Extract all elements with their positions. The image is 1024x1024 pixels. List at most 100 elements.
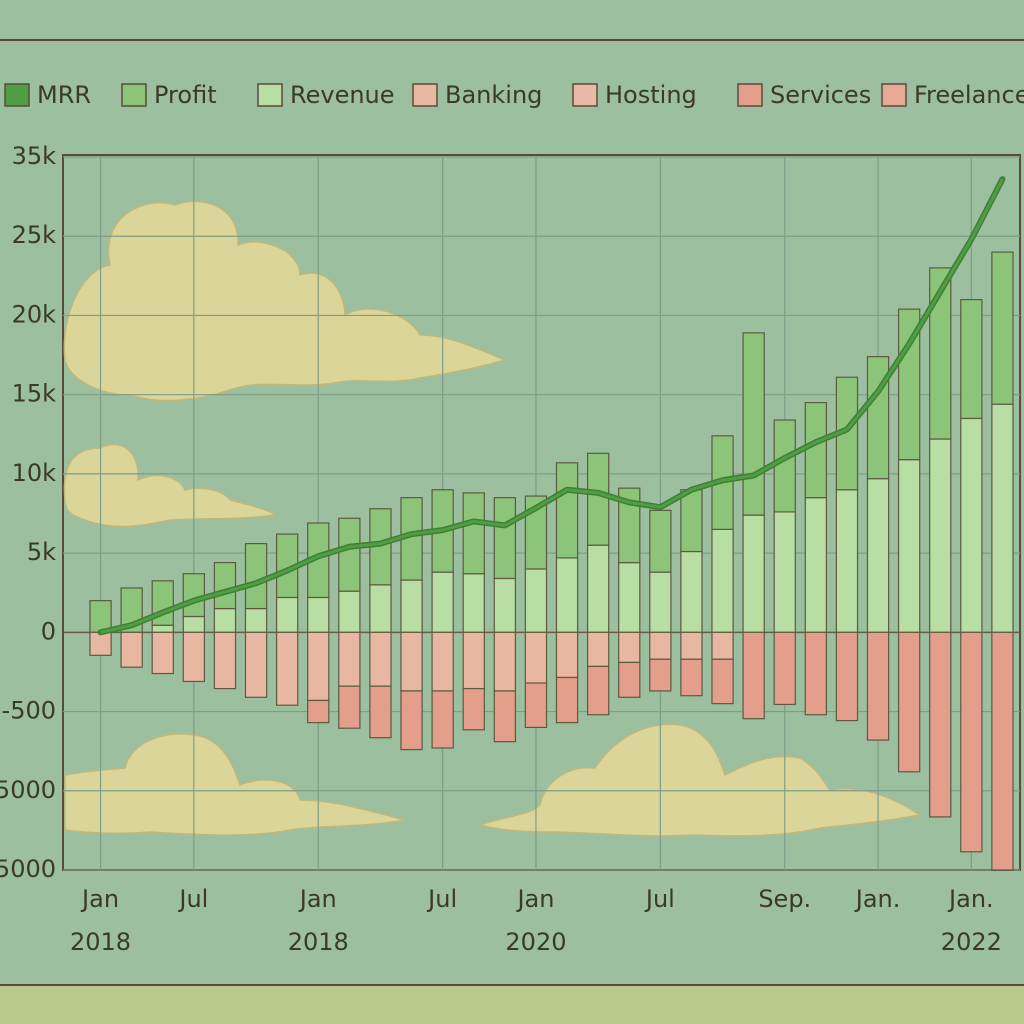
bar-segment xyxy=(649,571,672,633)
bar-segment xyxy=(338,517,361,592)
legend-swatch xyxy=(4,83,30,107)
bar-segment xyxy=(244,631,268,698)
legend-swatch xyxy=(737,83,763,107)
y-tick-label: 20k xyxy=(12,300,57,328)
bar-segment xyxy=(804,497,828,633)
bar-segment xyxy=(773,511,796,633)
bar-segment xyxy=(182,615,206,633)
legend-swatch xyxy=(881,83,907,107)
ground xyxy=(0,985,1024,1024)
bar-segment xyxy=(960,299,983,420)
bar-segment xyxy=(835,489,859,633)
bar-segment xyxy=(711,528,734,633)
bar-segment xyxy=(400,690,423,751)
bar-segment xyxy=(866,478,890,633)
bar-segment xyxy=(244,543,268,610)
bar-segment xyxy=(991,251,1014,405)
bar-segment xyxy=(804,401,828,499)
cloud xyxy=(63,200,508,402)
x-tick-label: Jan xyxy=(298,885,337,913)
bar-segment xyxy=(960,417,983,633)
legend-label: Profit xyxy=(154,81,217,109)
y-tick-label: 5000 xyxy=(0,776,56,804)
bar-segment xyxy=(493,690,517,743)
y-tick-label: 5000 xyxy=(0,855,56,883)
legend-swatch xyxy=(572,83,598,107)
cloud xyxy=(63,443,277,528)
bar-segment xyxy=(618,631,641,664)
bar-segment xyxy=(462,687,485,731)
bar-segment xyxy=(649,658,672,692)
bar-segment xyxy=(897,459,921,633)
bar-segment xyxy=(555,462,579,559)
x-tick-label: Jul xyxy=(177,885,208,913)
bar-segment xyxy=(680,550,703,633)
bar-segment xyxy=(929,438,952,633)
bar-segment xyxy=(555,676,579,724)
bar-segment xyxy=(586,665,610,716)
bar-segment xyxy=(804,631,828,716)
legend-label: Revenue xyxy=(290,81,395,109)
bar-segment xyxy=(680,489,703,553)
bar-segment xyxy=(307,631,330,702)
bar-segment xyxy=(182,573,206,618)
bar-segment xyxy=(151,624,174,633)
bar-segment xyxy=(742,631,765,720)
x-tick-label: Jul xyxy=(426,885,457,913)
bar-segment xyxy=(711,658,734,705)
x-year-label: 2018 xyxy=(288,928,349,956)
legend-swatch xyxy=(412,83,438,107)
bar-segment xyxy=(369,584,392,633)
bar-segment xyxy=(555,631,579,679)
bar-segment xyxy=(307,699,330,724)
y-tick-label: 5k xyxy=(27,538,56,566)
bar-segment xyxy=(307,596,330,633)
bar-segment xyxy=(338,590,361,633)
bar-segment xyxy=(618,562,641,633)
y-tick-label: -500 xyxy=(2,697,56,725)
legend-label: Freelance xyxy=(914,81,1024,109)
bar-segment xyxy=(586,544,610,633)
legend-label: MRR xyxy=(37,81,91,109)
bar-segment xyxy=(182,631,206,683)
x-tick-label: Jul xyxy=(644,885,675,913)
bar-segment xyxy=(897,631,921,773)
bar-segment xyxy=(618,487,641,564)
bar-segment xyxy=(711,631,734,660)
legend-swatch xyxy=(121,83,147,107)
bar-segment xyxy=(213,631,237,690)
bar-segment xyxy=(275,631,299,706)
bar-segment xyxy=(524,568,548,633)
bar-segment xyxy=(742,514,765,633)
bar-segment xyxy=(773,419,796,513)
bar-segment xyxy=(991,403,1014,633)
x-year-label: 2020 xyxy=(505,928,566,956)
bar-segment xyxy=(929,267,952,440)
bar-segment xyxy=(866,631,890,741)
bar-segment xyxy=(462,631,485,690)
x-tick-label: Jan xyxy=(80,885,119,913)
x-tick-label: Sep. xyxy=(758,885,811,913)
cloud xyxy=(64,733,406,836)
x-year-label: 2018 xyxy=(70,928,131,956)
legend-swatch xyxy=(257,83,283,107)
bar-segment xyxy=(555,557,579,633)
bar-segment xyxy=(649,509,672,573)
bar-segment xyxy=(462,573,485,633)
bar-segment xyxy=(773,631,796,706)
bar-segment xyxy=(586,631,610,667)
legend-label: Banking xyxy=(445,81,542,109)
bar-segment xyxy=(338,631,361,687)
bar-segment xyxy=(586,452,610,546)
legend-label: Services xyxy=(770,81,871,109)
bar-segment xyxy=(649,631,672,660)
bar-segment xyxy=(89,631,112,656)
bar-segment xyxy=(524,682,548,729)
bar-segment xyxy=(493,497,517,580)
y-tick-label: 0 xyxy=(41,617,56,645)
bar-segment xyxy=(462,492,485,575)
cloud xyxy=(477,723,922,837)
bar-segment xyxy=(493,631,517,692)
